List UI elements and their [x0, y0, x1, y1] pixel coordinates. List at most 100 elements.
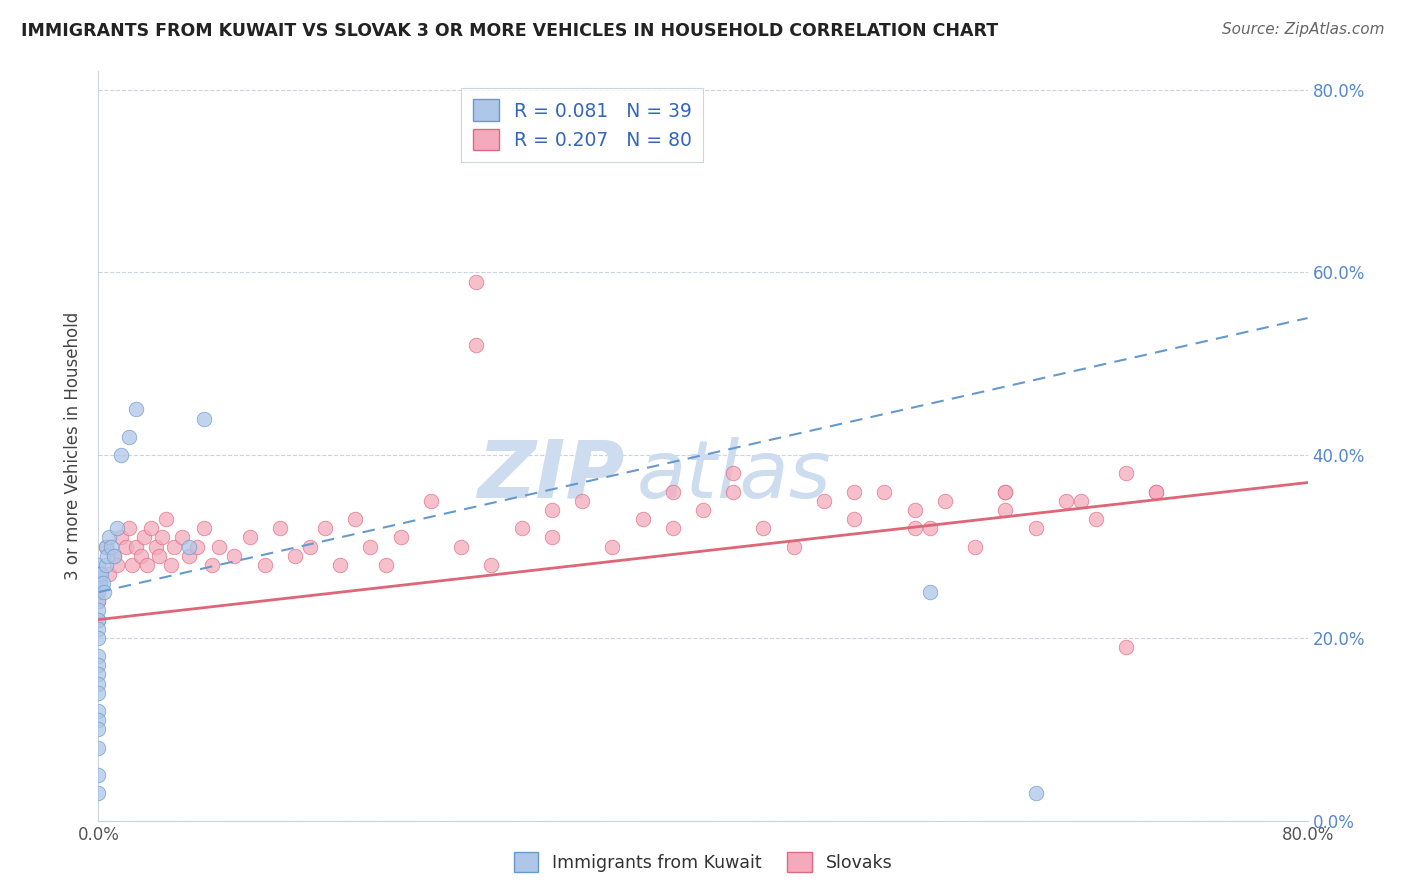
Point: [87, 576, 110, 591]
Point: [93, 585, 115, 599]
Point: [141, 521, 163, 535]
Point: [208, 540, 231, 554]
Point: [103, 549, 125, 563]
Point: [965, 540, 987, 554]
Point: [918, 585, 941, 599]
Point: [150, 530, 173, 544]
Point: [179, 549, 201, 563]
Point: [253, 558, 276, 572]
Point: [129, 549, 152, 563]
Point: [179, 540, 201, 554]
Point: [87, 667, 110, 681]
Point: [299, 540, 322, 554]
Point: [148, 549, 170, 563]
Point: [193, 521, 215, 535]
Point: [94, 558, 117, 572]
Point: [98, 530, 121, 544]
Point: [87, 658, 110, 673]
Point: [100, 540, 122, 554]
Point: [103, 549, 125, 563]
Point: [118, 430, 141, 444]
Point: [135, 558, 157, 572]
Text: ZIP: ZIP: [477, 437, 624, 515]
Point: [934, 493, 956, 508]
Point: [87, 740, 110, 755]
Point: [87, 649, 110, 664]
Point: [87, 566, 110, 581]
Point: [571, 493, 593, 508]
Point: [360, 540, 382, 554]
Point: [314, 521, 336, 535]
Point: [186, 540, 208, 554]
Point: [145, 540, 167, 554]
Point: [193, 411, 215, 425]
Point: [1054, 493, 1077, 508]
Point: [284, 549, 307, 563]
Point: [661, 484, 683, 499]
Point: [87, 723, 110, 737]
Point: [105, 521, 128, 535]
Text: Source: ZipAtlas.com: Source: ZipAtlas.com: [1222, 22, 1385, 37]
Point: [873, 484, 896, 499]
Point: [269, 521, 291, 535]
Point: [87, 594, 110, 608]
Point: [163, 540, 186, 554]
Point: [329, 558, 352, 572]
Point: [94, 540, 117, 554]
Point: [94, 540, 117, 554]
Y-axis label: 3 or more Vehicles in Household: 3 or more Vehicles in Household: [65, 312, 83, 580]
Legend: R = 0.081   N = 39, R = 0.207   N = 80: R = 0.081 N = 39, R = 0.207 N = 80: [461, 88, 703, 161]
Point: [420, 493, 443, 508]
Point: [904, 503, 927, 517]
Point: [91, 576, 114, 591]
Point: [465, 275, 488, 289]
Point: [155, 512, 177, 526]
Point: [1024, 786, 1046, 800]
Point: [752, 521, 775, 535]
Point: [1070, 493, 1092, 508]
Point: [170, 530, 193, 544]
Point: [87, 676, 110, 690]
Text: atlas: atlas: [637, 437, 831, 515]
Point: [201, 558, 224, 572]
Point: [994, 503, 1017, 517]
Point: [692, 503, 714, 517]
Point: [96, 549, 118, 563]
Point: [661, 521, 683, 535]
Point: [1115, 640, 1137, 654]
Point: [87, 594, 110, 608]
Point: [160, 558, 183, 572]
Point: [89, 576, 111, 591]
Point: [813, 493, 835, 508]
Point: [224, 549, 246, 563]
Point: [344, 512, 367, 526]
Point: [114, 540, 136, 554]
Point: [87, 631, 110, 645]
Point: [540, 530, 562, 544]
Point: [98, 566, 121, 581]
Point: [87, 622, 110, 636]
Point: [239, 530, 262, 544]
Point: [87, 585, 110, 599]
Point: [110, 530, 132, 544]
Point: [510, 521, 533, 535]
Point: [844, 484, 866, 499]
Point: [125, 540, 148, 554]
Point: [994, 484, 1017, 499]
Point: [631, 512, 654, 526]
Point: [87, 576, 110, 591]
Point: [374, 558, 396, 572]
Legend: Immigrants from Kuwait, Slovaks: Immigrants from Kuwait, Slovaks: [506, 845, 900, 879]
Point: [87, 558, 110, 572]
Point: [1024, 521, 1046, 535]
Point: [132, 530, 155, 544]
Text: IMMIGRANTS FROM KUWAIT VS SLOVAK 3 OR MORE VEHICLES IN HOUSEHOLD CORRELATION CHA: IMMIGRANTS FROM KUWAIT VS SLOVAK 3 OR MO…: [21, 22, 998, 40]
Point: [89, 566, 111, 581]
Point: [87, 566, 110, 581]
Point: [87, 613, 110, 627]
Point: [994, 484, 1017, 499]
Point: [602, 540, 624, 554]
Point: [121, 558, 143, 572]
Point: [1115, 467, 1137, 481]
Point: [87, 585, 110, 599]
